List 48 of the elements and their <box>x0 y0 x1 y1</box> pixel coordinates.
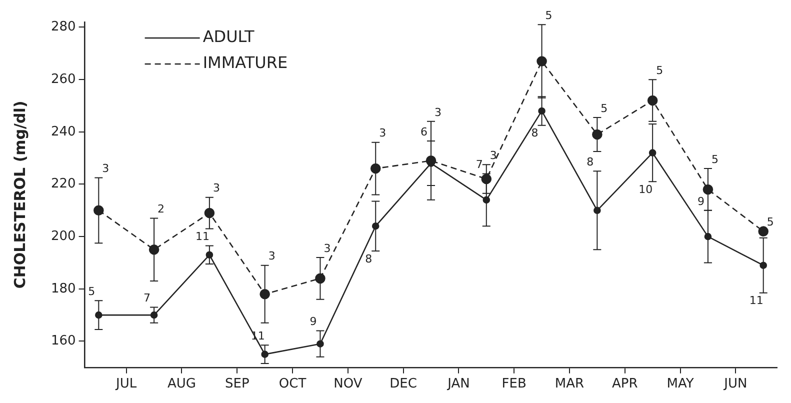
annotation: 11 <box>195 230 210 244</box>
annotation: 9 <box>310 315 317 328</box>
annotation: 8 <box>365 252 372 266</box>
x-tick-label: NOV <box>334 376 362 392</box>
x-tick-label: AUG <box>168 376 196 392</box>
annotation: 5 <box>766 216 774 229</box>
y-tick-label: 160 <box>50 334 76 349</box>
annotation: 3 <box>434 106 442 119</box>
annotation: 5 <box>88 285 96 298</box>
annotation: 3 <box>102 162 110 176</box>
legend-label: ADULT <box>202 27 254 46</box>
y-tick-label: 200 <box>50 228 76 244</box>
annotation: 7 <box>144 292 151 305</box>
annotation: 5 <box>711 152 718 166</box>
point <box>758 226 768 236</box>
annotation: 10 <box>638 182 653 196</box>
annotation: 9 <box>697 194 704 208</box>
y-tick-label: 240 <box>50 124 76 140</box>
annotation: 5 <box>545 8 552 22</box>
annotation: 3 <box>490 148 497 162</box>
x-tick-label: SEP <box>224 376 250 392</box>
x-tick-label: APR <box>612 376 638 392</box>
x-tick-label: JUL <box>115 376 138 392</box>
annotation: 8 <box>531 126 538 140</box>
x-tick-label: JAN <box>446 376 470 392</box>
y-tick-label: 220 <box>50 176 76 192</box>
annotation: 11 <box>749 294 764 308</box>
annotation: 7 <box>476 158 483 172</box>
annotation: 2 <box>158 202 165 216</box>
x-tick-label: FEB <box>502 376 526 392</box>
annotation: 3 <box>324 242 331 255</box>
y-tick-label: 180 <box>50 281 76 296</box>
annotation: 5 <box>600 102 608 115</box>
annotation: 6 <box>420 125 428 138</box>
annotation: 3 <box>379 126 386 140</box>
annotation: 8 <box>586 156 594 169</box>
y-tick-label: 280 <box>50 20 76 35</box>
x-tick-label: JUN <box>723 376 748 392</box>
annotation: 3 <box>212 182 220 195</box>
annotation: 5 <box>656 64 664 77</box>
x-tick-label: DEC <box>390 376 417 392</box>
x-tick-label: OCT <box>278 376 306 392</box>
legend-label: IMMATURE <box>202 53 288 72</box>
y-axis-title: CHOLESTEROL (mg/dl) <box>10 100 29 289</box>
x-tick-label: MAY <box>666 376 694 392</box>
x-tick-label: MAR <box>554 376 584 392</box>
annotation: 3 <box>268 250 276 263</box>
y-tick-label: 260 <box>50 72 76 87</box>
